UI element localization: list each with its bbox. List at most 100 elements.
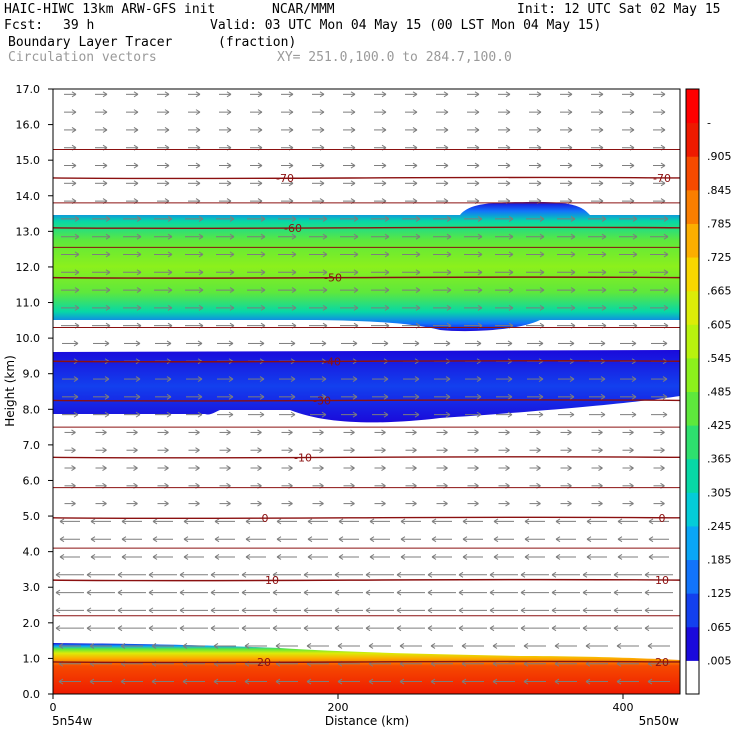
wind-vector-head <box>229 269 235 276</box>
wind-vector-head <box>226 500 231 507</box>
wind-vector-head <box>306 643 312 649</box>
wind-vector-head <box>477 233 483 240</box>
wind-vector-head <box>74 215 80 222</box>
wind-vector-head <box>660 429 665 436</box>
wind-vector-head <box>598 127 604 133</box>
wind-vector-head <box>352 411 358 418</box>
wind-vector-head <box>353 287 359 293</box>
wind-vector-head <box>213 678 219 685</box>
wind-vector-head <box>350 127 356 133</box>
wind-vector-head <box>412 91 418 98</box>
wind-vector-head <box>613 589 619 596</box>
wind-vector-head <box>353 215 359 222</box>
wind-vector-head <box>241 589 247 596</box>
wind-vector-head <box>198 215 204 222</box>
wind-vector-head <box>164 447 169 454</box>
wind-vector-head <box>381 109 387 116</box>
wind-vector-head <box>117 571 123 578</box>
wind-vector-head <box>226 465 231 471</box>
y-tick-label: 11.0 <box>16 297 41 310</box>
wind-vector-head <box>228 393 234 400</box>
wind-vector-head <box>276 536 282 543</box>
wind-vector-head <box>259 340 265 347</box>
wind-vector-head <box>551 571 557 578</box>
temperature-contour-line <box>53 226 680 230</box>
wind-vector-head <box>368 643 374 649</box>
wind-vector-head <box>228 376 234 382</box>
center-name: NCAR/MMM <box>272 2 335 17</box>
wind-vector-head <box>197 376 203 382</box>
wind-vector-head <box>229 233 235 240</box>
wind-vector-head <box>582 607 588 614</box>
wind-vector-head <box>148 607 154 614</box>
wind-vector-head <box>104 393 110 400</box>
wind-vector-head <box>288 162 294 169</box>
wind-vector-head <box>136 233 142 240</box>
wind-vector-head <box>334 607 340 614</box>
wind-vector-head <box>415 287 421 293</box>
wind-vector-head <box>195 447 200 454</box>
wind-vector-head <box>600 376 606 382</box>
wind-vector-head <box>365 571 371 578</box>
wind-vector-head <box>307 536 313 543</box>
wind-vector-head <box>493 518 499 525</box>
temperature-contour-label: -70 <box>653 172 671 185</box>
wind-vector-head <box>195 500 200 507</box>
wind-vector-head <box>104 411 110 418</box>
wind-vector-head <box>629 447 634 454</box>
wind-vector-head <box>383 340 389 347</box>
wind-vector-head <box>164 465 169 471</box>
wind-vector-head <box>229 215 235 222</box>
wind-vector-head <box>183 536 189 543</box>
wind-vector-head <box>73 340 79 347</box>
wind-vector-head <box>337 643 343 649</box>
wind-vector-head <box>55 607 61 614</box>
colorbar-label: .665 <box>707 285 732 298</box>
wind-vector-head <box>319 465 324 471</box>
colorbar-label: .725 <box>707 251 732 264</box>
wind-vector-head <box>396 571 402 578</box>
wind-vector-head <box>663 269 669 276</box>
wind-vector-head <box>536 109 542 116</box>
wind-vector-head <box>71 180 77 187</box>
wind-vector-head <box>493 554 499 560</box>
wind-vector-head <box>415 304 421 311</box>
valid-time: Valid: 03 UTC Mon 04 May 15 (00 LST Mon … <box>210 18 602 33</box>
wind-vector-head <box>505 109 511 116</box>
wind-vector-head <box>322 233 328 240</box>
wind-vector-head <box>306 678 312 685</box>
wind-vector-head <box>104 376 110 382</box>
temperature-contour-line <box>53 426 680 428</box>
wind-vector-head <box>167 269 173 276</box>
wind-vector-head <box>350 465 355 471</box>
wind-vector-head <box>350 500 355 507</box>
wind-vector-head <box>338 518 344 525</box>
wind-vector-head <box>59 536 65 543</box>
wind-vector-head <box>381 91 387 98</box>
wind-vector-head <box>523 643 529 649</box>
wind-vector-head <box>259 376 265 382</box>
wind-vector-head <box>319 91 325 98</box>
wind-vector-head <box>381 180 387 187</box>
wind-vector-head <box>569 393 575 400</box>
temperature-contour-label: -60 <box>284 222 302 235</box>
wind-vector-head <box>570 215 576 222</box>
temperature-contour-line <box>53 660 680 664</box>
wind-vector-head <box>353 269 359 276</box>
wind-vector-head <box>90 536 96 543</box>
wind-vector-head <box>257 447 262 454</box>
wind-vector-head <box>570 269 576 276</box>
wind-vector-head <box>291 287 297 293</box>
wind-vector-head <box>117 589 123 596</box>
wind-vector-head <box>73 393 79 400</box>
wind-vector-head <box>415 233 421 240</box>
wind-vector-head <box>319 500 324 507</box>
wind-vector-head <box>322 251 328 258</box>
wind-vector-head <box>648 536 654 543</box>
wind-vector-head <box>120 678 126 685</box>
wind-vector-head <box>613 607 619 614</box>
wind-vector-head <box>71 500 76 507</box>
wind-vector-head <box>182 678 188 685</box>
wind-vector-head <box>182 643 188 649</box>
colorbar-label: .545 <box>707 352 732 365</box>
